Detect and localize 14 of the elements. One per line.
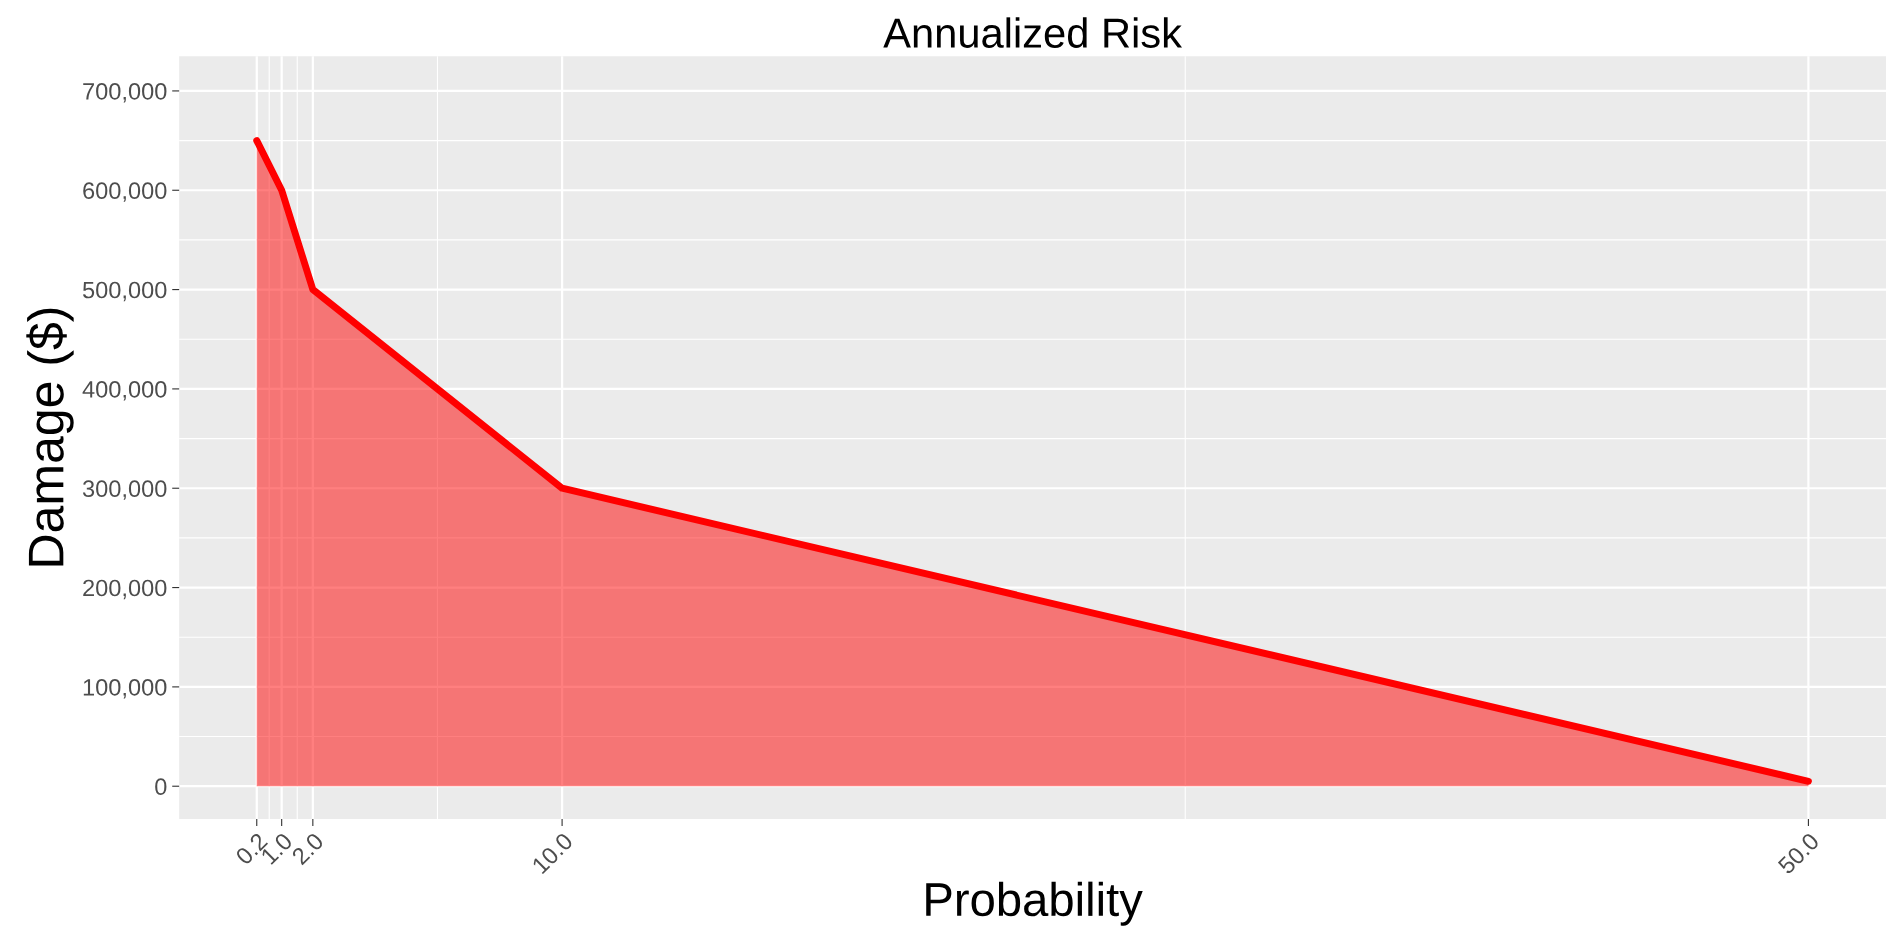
- y-axis-title: Damage ($): [26, 308, 74, 566]
- y-tick-label: 0: [155, 778, 167, 796]
- y-tick-label: 600,000: [83, 182, 167, 202]
- y-tick-label: 700,000: [83, 82, 167, 103]
- y-tick-label: 200,000: [83, 579, 167, 600]
- y-tick-label: 500,000: [82, 281, 167, 302]
- x-tick-label: 50.0: [1777, 831, 1821, 875]
- chart-title: Annualized Risk: [883, 17, 1183, 48]
- x-tick-label: 2.0: [290, 831, 325, 866]
- y-tick-label: 100,000: [83, 678, 167, 699]
- x-axis-title: Probability: [926, 881, 1143, 926]
- x-tick-label: 10.0: [531, 831, 574, 875]
- y-tick-label: 400,000: [82, 380, 167, 401]
- y-tick-label: 300,000: [82, 480, 167, 500]
